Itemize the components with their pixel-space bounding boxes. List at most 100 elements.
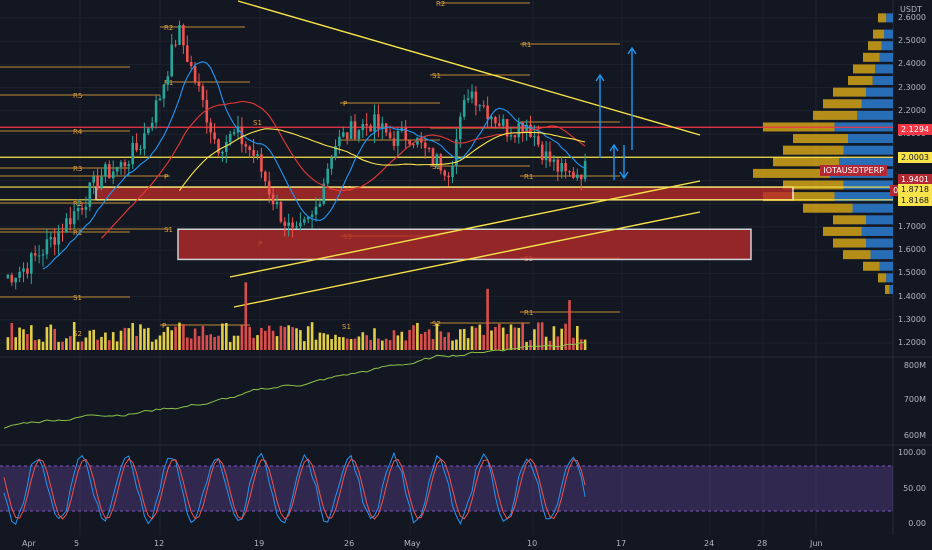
volume-bar [306, 326, 310, 350]
volume-profile-bar [881, 41, 893, 51]
pivot-label: R3 [73, 165, 82, 173]
oscillator-band [0, 466, 893, 511]
volume-bar [131, 323, 134, 350]
volume-bar [509, 324, 513, 350]
candle [303, 219, 306, 223]
candle [76, 208, 80, 212]
candle [158, 98, 162, 101]
candle [18, 271, 21, 278]
volume-bar [150, 341, 154, 350]
candle [525, 124, 528, 133]
candle [248, 146, 251, 151]
volume-bar [100, 336, 103, 350]
candle [213, 132, 216, 140]
volume-bar [318, 332, 322, 350]
volume-profile-bar [853, 64, 875, 74]
candle [299, 222, 302, 227]
candle [556, 159, 560, 172]
candle [26, 268, 29, 274]
volume-bar [494, 326, 497, 350]
volume-bar [427, 329, 431, 350]
volume-profile-bar [857, 110, 893, 120]
candle [193, 66, 197, 82]
currency-label: USDT [900, 5, 922, 14]
price-tick-label: 1.6000 [898, 245, 926, 255]
time-tick-label: 24 [704, 539, 715, 548]
volume-profile-bar [879, 52, 893, 62]
price-tag: 1.8718 [898, 184, 932, 195]
candle [361, 123, 365, 131]
moving-average [179, 128, 586, 192]
volume-bar [80, 341, 84, 350]
candle [381, 123, 384, 129]
volume-bar [322, 333, 326, 350]
candle [342, 132, 345, 137]
volume-bar [189, 338, 193, 350]
volume-profile-bar [852, 203, 893, 213]
pivot-label: P [343, 100, 347, 108]
candle [505, 119, 509, 137]
stoch-d-line [3, 458, 586, 520]
candle [14, 277, 17, 283]
volume-bar [579, 339, 583, 350]
pivot-label: S1 [164, 226, 173, 234]
volume-bar [127, 328, 131, 350]
volume-bar [404, 340, 407, 350]
volume-bar [135, 335, 138, 350]
candle [466, 98, 470, 101]
volume-bar [244, 282, 248, 350]
volume-bar [41, 341, 45, 350]
candle [404, 127, 407, 141]
volume-bar [49, 324, 53, 350]
price-tick-label: 2.2000 [898, 105, 926, 115]
price-tag: 1.8168 [898, 195, 932, 206]
candle [147, 128, 150, 134]
candle [357, 130, 361, 139]
volume-bar [217, 335, 220, 350]
volume-bar [396, 335, 400, 350]
candle [88, 182, 92, 207]
volume-bar [264, 330, 267, 350]
volume-profile-bar [878, 273, 887, 283]
candle [92, 176, 95, 183]
candle [423, 142, 427, 149]
volume-profile-bar [843, 180, 893, 190]
time-tick-label: 5 [74, 539, 80, 548]
candle [451, 166, 454, 178]
volume-profile-bar [783, 145, 844, 155]
volume-bar [139, 324, 142, 350]
candle [470, 91, 474, 99]
volume-profile-bar [884, 29, 893, 39]
volume-profile-bar [886, 13, 893, 23]
volume-bar [560, 328, 563, 350]
volume-bar [123, 327, 127, 350]
time-tick-label: Apr [22, 539, 36, 548]
candle [178, 25, 181, 45]
trendline [229, 180, 701, 278]
volume-profile-bar [843, 145, 893, 155]
candle [318, 203, 322, 207]
candle [271, 194, 275, 205]
candle [314, 206, 318, 215]
volume-bar [256, 335, 259, 350]
volume-bar [443, 337, 446, 350]
volume-bar [147, 327, 150, 350]
time-tick-label: 17 [616, 539, 627, 548]
volume-bar [388, 340, 392, 350]
candle [123, 162, 127, 167]
candle [486, 105, 489, 120]
volume-profile-bar [793, 134, 848, 144]
volume-bar [232, 335, 236, 350]
moving-average [101, 100, 586, 239]
pivot-label: R5 [73, 92, 82, 100]
volume-bar [283, 326, 287, 350]
candle [252, 150, 255, 156]
candle [455, 139, 458, 167]
volume-profile-bar [813, 110, 857, 120]
volume-bar [14, 337, 17, 350]
volume-bar [275, 336, 279, 350]
pivot-label: P [164, 173, 168, 181]
volume-bar [435, 323, 439, 350]
volume-bar [517, 327, 521, 350]
